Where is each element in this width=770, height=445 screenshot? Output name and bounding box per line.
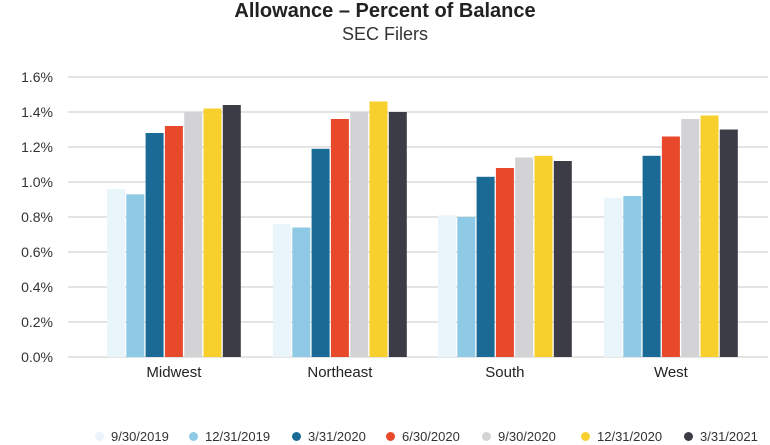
bar-west-9-30-2020: [681, 119, 700, 357]
bar-midwest-6-30-2020: [164, 126, 183, 357]
bar-chart: 0.0% 0.2% 0.4% 0.6% 0.8% 1.0% 1.2% 1.4% 1.6% Mid…: [21, 69, 768, 381]
legend: 9/30/2019 12/31/2019 3/31/2020 6/30/2020 9/3…: [0, 430, 770, 445]
legend-label: 3/31/2021: [700, 429, 758, 444]
bar-northeast-12-31-2019: [292, 227, 311, 357]
legend-swatch: [189, 432, 198, 441]
bars: [107, 101, 738, 358]
y-tick-label: 1.4%: [21, 104, 53, 120]
legend-item: 12/31/2020: [581, 430, 662, 444]
legend-label: 3/31/2020: [308, 429, 366, 444]
bar-northeast-9-30-2020: [350, 112, 369, 357]
x-category-label: Northeast: [307, 364, 373, 381]
y-tick-label: 1.6%: [21, 69, 53, 85]
legend-item: 12/31/2019: [189, 430, 270, 444]
y-tick-label: 0.2%: [21, 314, 53, 330]
legend-label: 12/31/2020: [597, 429, 663, 444]
bar-west-3-31-2020: [642, 155, 661, 357]
bar-northeast-12-31-2020: [369, 101, 388, 357]
chart-title: Allowance – Percent of Balance: [234, 0, 536, 22]
bar-west-6-30-2020: [661, 136, 680, 357]
bar-west-12-31-2019: [623, 196, 642, 357]
y-tick-label: 0.0%: [21, 349, 53, 365]
legend-swatch: [292, 432, 301, 441]
bar-south-12-31-2019: [457, 217, 476, 357]
bar-south-12-31-2020: [534, 155, 553, 357]
bar-northeast-3-31-2021: [388, 112, 407, 357]
bar-midwest-12-31-2020: [203, 108, 222, 357]
legend-item: 3/31/2021: [684, 430, 758, 444]
bar-west-9-30-2019: [604, 197, 622, 358]
x-category-label: West: [654, 364, 689, 381]
bar-midwest-9-30-2020: [184, 112, 203, 357]
x-axis-categories: Midwest Northeast South West: [146, 364, 688, 381]
y-tick-label: 0.8%: [21, 209, 53, 225]
bar-midwest-3-31-2021: [222, 105, 241, 357]
legend-item: 9/30/2019: [95, 430, 169, 444]
y-tick-label: 0.6%: [21, 244, 53, 260]
bar-south-9-30-2019: [438, 215, 456, 358]
legend-label: 12/31/2019: [205, 429, 271, 444]
legend-swatch: [482, 432, 491, 441]
bar-northeast-6-30-2020: [330, 119, 349, 357]
bar-midwest-9-30-2019: [107, 189, 125, 357]
chart-subtitle: SEC Filers: [341, 24, 428, 44]
legend-item: 3/31/2020: [292, 430, 366, 444]
bar-south-6-30-2020: [495, 168, 514, 357]
bar-northeast-9-30-2019: [273, 224, 291, 357]
bar-northeast-3-31-2020: [311, 148, 330, 357]
y-tick-label: 0.4%: [21, 279, 53, 295]
legend-swatch: [581, 432, 590, 441]
legend-label: 9/30/2020: [498, 429, 556, 444]
bar-midwest-12-31-2019: [126, 194, 145, 358]
bar-south-3-31-2020: [476, 176, 495, 357]
legend-swatch: [386, 432, 395, 441]
legend-label: 9/30/2019: [111, 429, 169, 444]
bar-midwest-3-31-2020: [145, 133, 164, 357]
bar-south-3-31-2021: [553, 161, 572, 357]
y-tick-label: 1.0%: [21, 174, 53, 190]
legend-label: 6/30/2020: [402, 429, 460, 444]
legend-item: 9/30/2020: [482, 430, 556, 444]
bar-west-12-31-2020: [700, 115, 719, 357]
legend-swatch: [684, 432, 693, 441]
x-category-label: South: [485, 364, 524, 381]
legend-swatch: [95, 432, 104, 441]
bar-south-9-30-2020: [515, 157, 534, 357]
bar-west-3-31-2021: [719, 129, 738, 357]
x-category-label: Midwest: [146, 364, 202, 381]
y-axis-ticks: 0.0% 0.2% 0.4% 0.6% 0.8% 1.0% 1.2% 1.4% 1.6%: [21, 69, 53, 365]
y-tick-label: 1.2%: [21, 139, 53, 155]
legend-item: 6/30/2020: [386, 430, 460, 444]
